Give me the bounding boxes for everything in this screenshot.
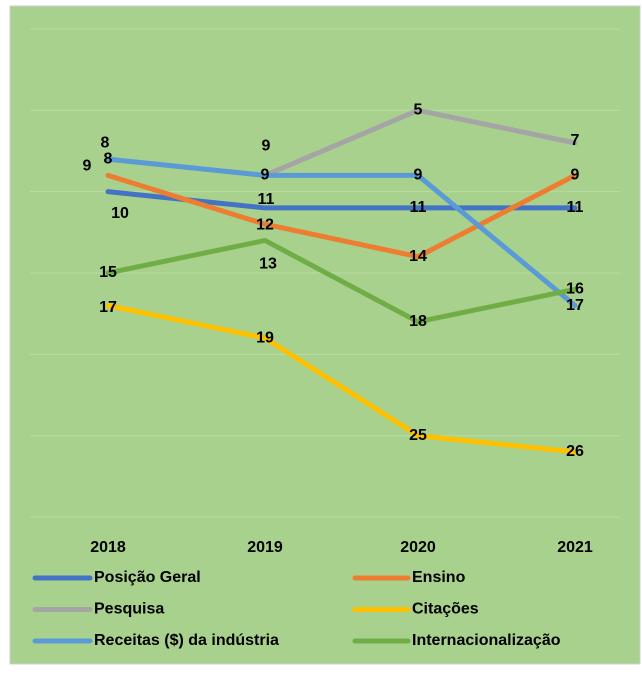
- data-label: 9: [261, 167, 270, 184]
- x-tick-label: 2018: [90, 539, 126, 556]
- data-label: 8: [104, 150, 113, 167]
- data-label: 11: [410, 199, 427, 216]
- x-tick-label: 2020: [400, 539, 436, 556]
- x-tick-label: 2021: [557, 539, 593, 556]
- data-label: 19: [256, 329, 274, 346]
- data-label: 13: [259, 256, 277, 273]
- legend-label: Receitas ($) da indústria: [94, 632, 279, 649]
- data-label: 18: [409, 313, 427, 330]
- data-label: 17: [566, 297, 584, 314]
- data-label: 11: [567, 199, 584, 216]
- data-label: 7: [571, 132, 580, 149]
- legend-label: Internacionalização: [412, 632, 561, 649]
- data-label: 25: [409, 427, 427, 444]
- data-label: 9: [571, 167, 580, 184]
- data-label: 14: [409, 248, 427, 265]
- legend-label: Posição Geral: [94, 569, 201, 586]
- data-label: 16: [566, 280, 584, 297]
- data-label: 10: [111, 205, 129, 222]
- data-label: 5: [414, 102, 423, 119]
- legend-label: Ensino: [412, 569, 466, 586]
- chart-background: [9, 5, 641, 665]
- data-label: 9: [414, 167, 423, 184]
- data-label: 12: [256, 216, 274, 233]
- data-label: 17: [99, 299, 117, 316]
- series-line: [105, 156, 578, 309]
- data-label: 15: [99, 264, 117, 281]
- data-label: 9: [83, 158, 92, 175]
- data-label: 26: [566, 443, 584, 460]
- data-label: 11: [258, 191, 275, 208]
- x-tick-label: 2019: [247, 539, 283, 556]
- series-line: [105, 303, 578, 455]
- legend-label: Citações: [412, 601, 479, 618]
- data-label: 9: [262, 138, 271, 155]
- series-line: [105, 172, 578, 260]
- legend-label: Pesquisa: [94, 601, 164, 618]
- data-label: 8: [101, 134, 110, 151]
- series-line: [105, 237, 578, 325]
